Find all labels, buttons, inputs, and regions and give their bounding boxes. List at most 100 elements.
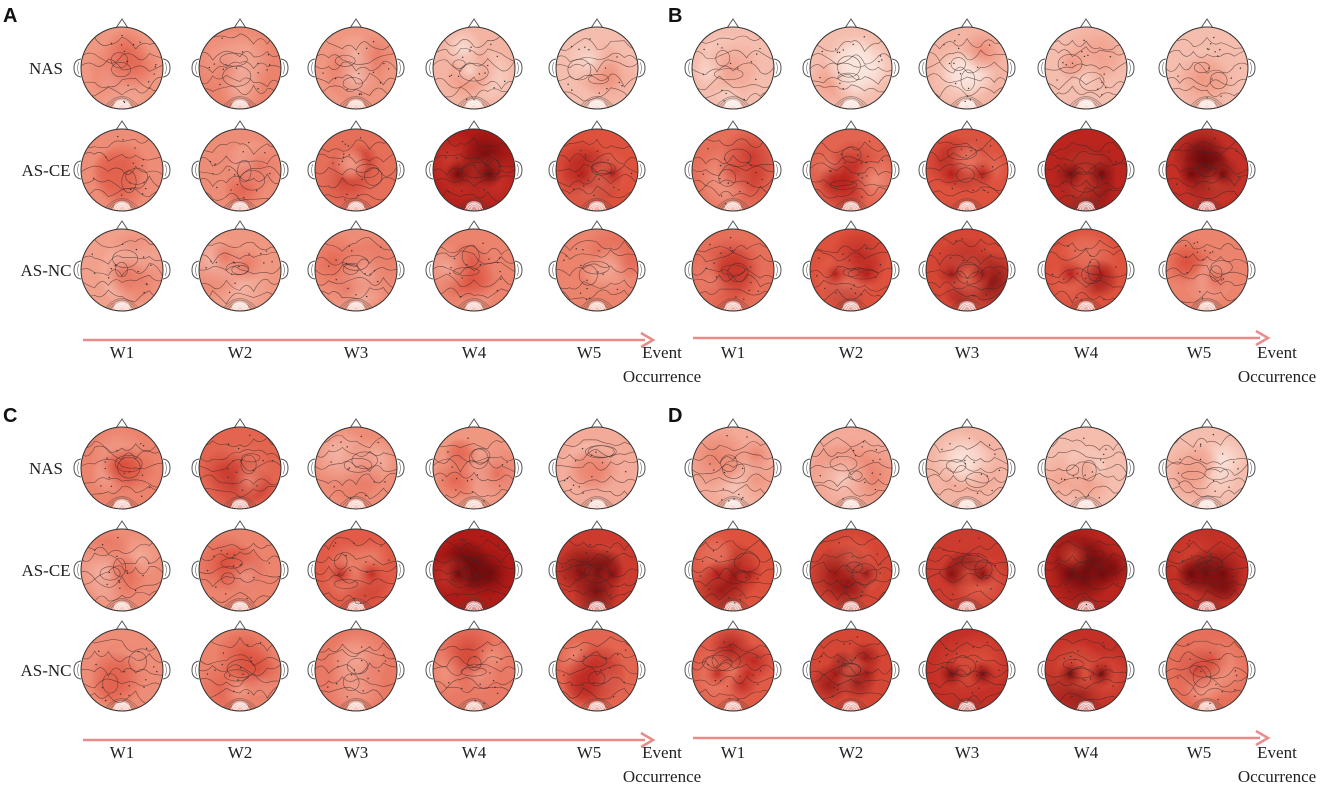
nose-icon: [115, 418, 129, 429]
nose-icon: [1079, 620, 1093, 631]
topomap-a-nas-w2: [191, 18, 289, 110]
head-outline: [809, 128, 893, 212]
window-label-w5: W5: [577, 343, 602, 362]
window-label-w1: W1: [110, 343, 135, 362]
topomap-b-as-ce-w1: [684, 120, 782, 212]
head-outline: [1165, 528, 1249, 612]
head-outline: [198, 26, 282, 110]
topomap-a-as-ce-w1: [73, 120, 171, 212]
topomap-b-as-nc-w3: [918, 220, 1016, 312]
head-outline: [1044, 528, 1128, 612]
row-label-as-nc: AS-NC: [20, 261, 71, 280]
nose-icon: [1200, 620, 1214, 631]
nose-icon: [1200, 520, 1214, 531]
nose-icon: [115, 620, 129, 631]
window-label-w2: W2: [839, 743, 864, 762]
window-label-w4: W4: [1074, 343, 1099, 362]
head-outline: [432, 426, 516, 510]
nose-icon: [844, 18, 858, 29]
head-outline: [314, 26, 398, 110]
head-outline: [432, 26, 516, 110]
window-label-w4: W4: [1074, 743, 1099, 762]
nose-icon: [1079, 120, 1093, 131]
nose-icon: [844, 520, 858, 531]
nose-icon: [590, 120, 604, 131]
window-label-w1: W1: [110, 743, 135, 762]
arrow-head-icon: [1255, 329, 1271, 347]
topomap-a-as-nc-w5: [548, 220, 646, 312]
topomap-d-as-nc-w5: [1158, 620, 1256, 712]
topomap-d-nas-w4: [1037, 418, 1135, 510]
nose-icon: [1200, 220, 1214, 231]
event-label: Event: [1257, 343, 1297, 362]
topomap-b-as-ce-w3: [918, 120, 1016, 212]
nose-icon: [960, 18, 974, 29]
topomap-b-as-nc-w1: [684, 220, 782, 312]
head-outline: [1165, 426, 1249, 510]
window-label-w1: W1: [721, 743, 746, 762]
head-outline: [555, 26, 639, 110]
nose-icon: [726, 620, 740, 631]
nose-icon: [590, 520, 604, 531]
nose-icon: [1200, 418, 1214, 429]
head-outline: [1165, 26, 1249, 110]
head-outline: [198, 426, 282, 510]
topomap-d-nas-w5: [1158, 418, 1256, 510]
topomap-c-as-ce-w1: [73, 520, 171, 612]
panel-letter-b: B: [668, 5, 682, 27]
occurrence-label: Occurrence: [1238, 767, 1316, 786]
head-outline: [925, 228, 1009, 312]
window-label-w3: W3: [955, 343, 980, 362]
topomap-c-as-nc-w5: [548, 620, 646, 712]
arrow-head-icon: [1255, 729, 1271, 747]
nose-icon: [1079, 520, 1093, 531]
panel-letter-a: A: [3, 5, 17, 27]
head-outline: [555, 128, 639, 212]
head-outline: [925, 426, 1009, 510]
nose-icon: [233, 418, 247, 429]
head-outline: [314, 628, 398, 712]
topomap-d-as-nc-w4: [1037, 620, 1135, 712]
head-outline: [314, 228, 398, 312]
head-outline: [691, 628, 775, 712]
nose-icon: [115, 520, 129, 531]
topomap-d-as-ce-w3: [918, 520, 1016, 612]
row-label-as-nc: AS-NC: [20, 661, 71, 680]
topomap-b-nas-w1: [684, 18, 782, 110]
nose-icon: [467, 620, 481, 631]
topomap-c-nas-w2: [191, 418, 289, 510]
head-outline: [925, 26, 1009, 110]
topomap-d-as-ce-w5: [1158, 520, 1256, 612]
nose-icon: [844, 120, 858, 131]
topomap-c-as-ce-w3: [307, 520, 405, 612]
topomap-d-as-nc-w2: [802, 620, 900, 712]
arrow-head-icon: [640, 731, 656, 749]
head-outline: [555, 528, 639, 612]
nose-icon: [1079, 18, 1093, 29]
nose-icon: [590, 418, 604, 429]
topomap-d-nas-w1: [684, 418, 782, 510]
topomap-c-as-nc-w4: [425, 620, 523, 712]
head-outline: [1044, 26, 1128, 110]
nose-icon: [590, 220, 604, 231]
nose-icon: [960, 120, 974, 131]
topomap-b-nas-w2: [802, 18, 900, 110]
head-outline: [198, 528, 282, 612]
head-outline: [80, 528, 164, 612]
topomap-b-nas-w3: [918, 18, 1016, 110]
topomap-c-as-ce-w2: [191, 520, 289, 612]
row-label-nas: NAS: [29, 459, 63, 478]
nose-icon: [726, 520, 740, 531]
nose-icon: [590, 18, 604, 29]
nose-icon: [467, 120, 481, 131]
head-outline: [198, 128, 282, 212]
head-outline: [80, 228, 164, 312]
topomap-a-nas-w3: [307, 18, 405, 110]
topomap-a-as-ce-w3: [307, 120, 405, 212]
topomap-a-nas-w4: [425, 18, 523, 110]
window-label-w4: W4: [462, 343, 487, 362]
topomap-a-nas-w1: [73, 18, 171, 110]
row-label-as-ce: AS-CE: [21, 561, 70, 580]
topomap-c-nas-w3: [307, 418, 405, 510]
topomap-b-nas-w4: [1037, 18, 1135, 110]
